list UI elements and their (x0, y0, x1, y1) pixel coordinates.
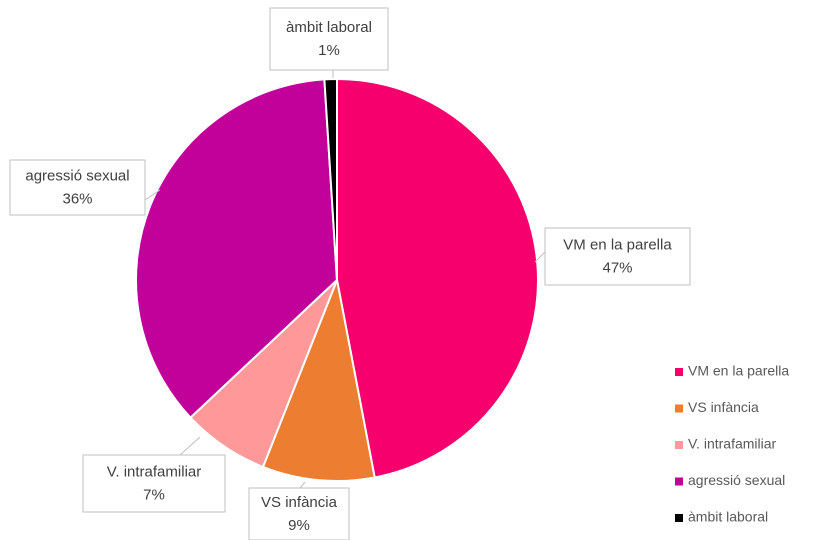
legend-swatch (675, 368, 683, 376)
data-label-name: VS infància (261, 494, 338, 511)
pie-slice (135, 78, 339, 420)
data-label-name: VM en la parella (563, 236, 672, 253)
legend-swatch (675, 514, 683, 522)
legend-label: VM en la parella (688, 363, 789, 379)
data-label-value: 7% (143, 486, 165, 503)
legend-swatch (675, 441, 683, 449)
callout-line (144, 189, 161, 201)
legend-label: VS infància (688, 399, 759, 415)
label-box (248, 487, 350, 540)
data-label-value: 47% (602, 259, 632, 276)
data-label-value: 36% (62, 190, 92, 207)
pie-slice (261, 276, 376, 482)
data-label-name: agressió sexual (25, 167, 129, 184)
label-box (9, 159, 146, 216)
callout-line (534, 251, 546, 263)
pie-slice (336, 77, 539, 479)
label-box (544, 227, 691, 286)
callout-line (299, 481, 306, 489)
legend-label: V. intrafamiliar (688, 436, 777, 452)
legend-label: àmbit laboral (688, 509, 768, 525)
callout-line (179, 436, 201, 456)
legend-swatch (675, 477, 683, 486)
data-label-value: 1% (318, 42, 340, 59)
data-label-name: àmbit laboral (286, 19, 372, 36)
pie-slice (323, 77, 338, 281)
data-label-value: 9% (288, 517, 310, 534)
label-box (269, 7, 389, 71)
legend-label: agressió sexual (688, 472, 785, 488)
label-box (82, 454, 226, 513)
legend-swatch (675, 404, 683, 413)
data-label-name: V. intrafamiliar (107, 463, 201, 480)
